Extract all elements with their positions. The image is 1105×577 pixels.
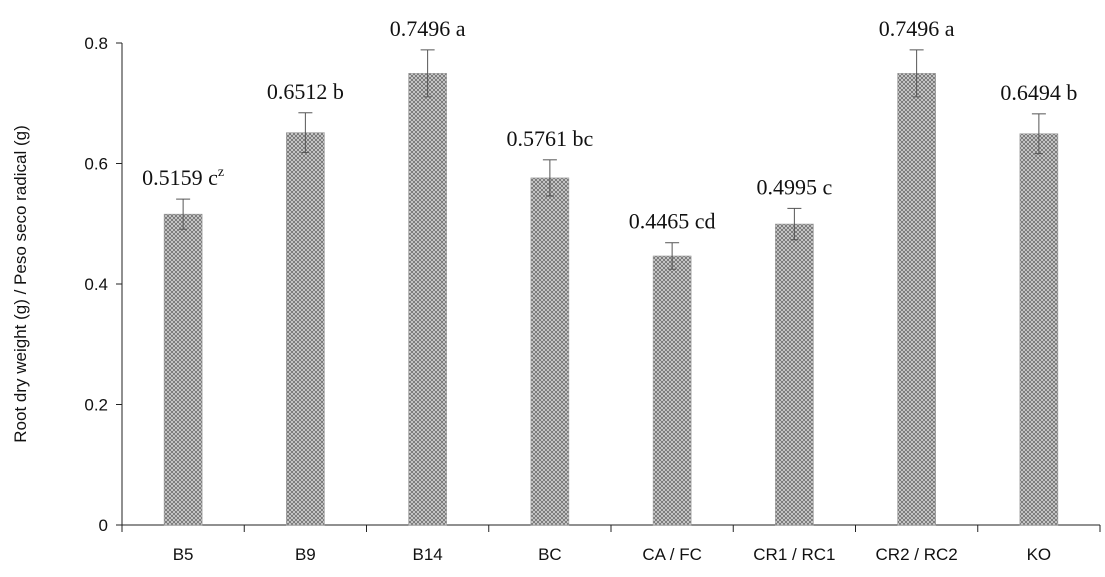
data-label: 0.5159 cz <box>142 165 224 190</box>
data-label: 0.6512 b <box>267 79 344 104</box>
x-tick-label: B14 <box>413 545 443 564</box>
bar <box>1019 133 1059 526</box>
data-label: 0.7496 a <box>390 16 466 41</box>
y-tick-label: 0.2 <box>84 396 108 415</box>
x-tick-label: CR1 / RC1 <box>753 545 835 564</box>
error-bar <box>298 112 313 154</box>
bar <box>408 73 447 526</box>
error-bar <box>1031 113 1046 155</box>
data-label: 0.4995 c <box>756 174 832 199</box>
x-tick-label: CA / FC <box>642 545 702 564</box>
bar <box>652 255 692 526</box>
data-label: 0.6494 b <box>1000 80 1077 105</box>
x-tick-label: B5 <box>173 545 194 564</box>
error-bar <box>909 49 924 98</box>
y-tick-label: 0.8 <box>84 34 108 53</box>
error-bar <box>420 49 435 98</box>
bar <box>163 213 203 526</box>
y-tick-label: 0 <box>99 516 108 535</box>
y-axis-label: Root dry weight (g) / Peso seco radical … <box>11 125 30 442</box>
x-axis: B5 B9 B14 BC CA / FC CR1 / RC1 CR2 / RC2 KO <box>121 524 1101 564</box>
error-bar <box>542 159 557 197</box>
x-tick-label: BC <box>538 545 562 564</box>
x-tick-label: B9 <box>295 545 316 564</box>
error-bar <box>665 242 680 270</box>
error-bar <box>787 207 802 241</box>
y-tick-label: 0.4 <box>84 275 108 294</box>
x-tick-label: KO <box>1027 545 1052 564</box>
error-bar <box>176 198 191 230</box>
x-tick-label: CR2 / RC2 <box>876 545 958 564</box>
bar <box>775 223 814 526</box>
bar <box>286 132 325 526</box>
bar <box>897 73 936 526</box>
bar <box>530 177 570 526</box>
data-label: 0.5761 bc <box>506 126 593 151</box>
data-label: 0.7496 a <box>879 16 955 41</box>
y-tick-label: 0.6 <box>84 155 108 174</box>
bars: 0.5159 cz 0.6512 b 0.7496 a 0.5761 bc 0.4465… <box>142 16 1077 526</box>
data-label: 0.4465 cd <box>629 209 716 234</box>
y-axis: 0 0.2 0.4 0.6 0.8 <box>84 34 123 535</box>
